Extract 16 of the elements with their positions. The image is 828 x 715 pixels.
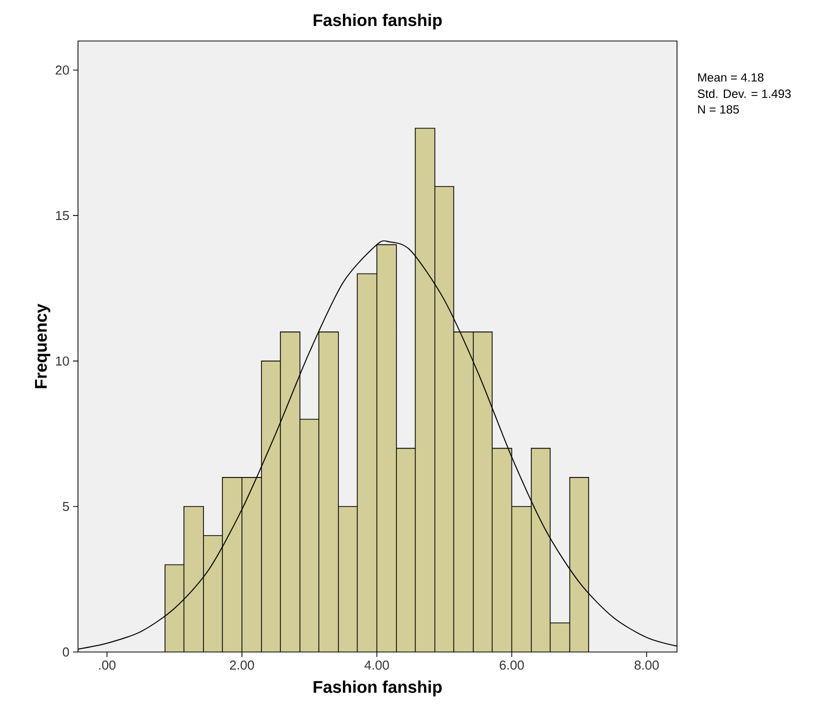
y-axis-title: Frequency (35, 304, 50, 388)
text: N = 185 (698, 105, 739, 114)
chart-title: Fashion fanship (314, 14, 442, 30)
text: Std. Dev. = 1.493 (698, 89, 791, 98)
y-tick-label: 15 (56, 211, 69, 220)
x-axis-title: Fashion fanship (314, 680, 442, 696)
x-tick-label: 4.00 (364, 660, 389, 670)
x-tick-label: 2.00 (230, 660, 254, 670)
y-tick-label: 20 (56, 66, 69, 75)
y-tick-label: 10 (56, 356, 69, 366)
y-tick-label: 5 (62, 502, 69, 512)
x-tick-label: 8.00 (634, 660, 659, 670)
text: Mean = 4.18 (698, 73, 764, 82)
y-tick-label: 0 (62, 647, 69, 657)
x-tick-label: .00 (99, 660, 116, 670)
x-tick-label: 6.00 (500, 660, 524, 670)
